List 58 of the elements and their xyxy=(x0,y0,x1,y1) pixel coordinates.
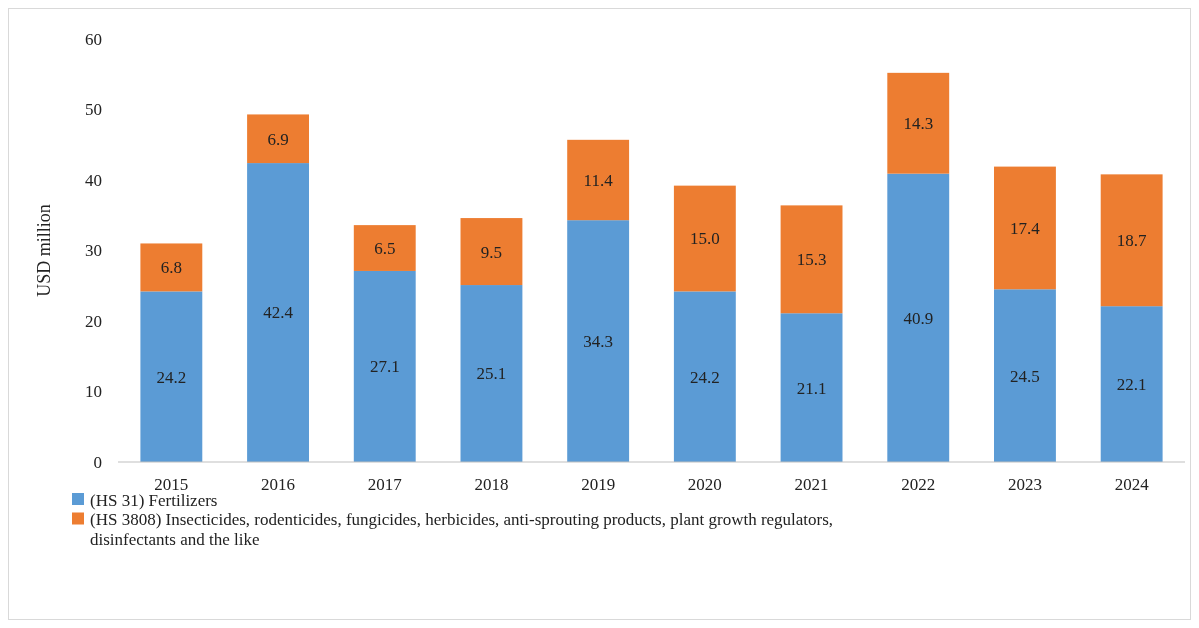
x-tick-label: 2018 xyxy=(474,475,509,494)
bar xyxy=(460,218,523,286)
data-label: 24.2 xyxy=(156,367,187,387)
data-label: 24.5 xyxy=(1010,366,1040,386)
data-label: 17.4 xyxy=(1010,218,1041,238)
data-label: 25.1 xyxy=(476,364,507,384)
data-label: 15.3 xyxy=(796,250,827,270)
bar xyxy=(1100,306,1163,462)
bar xyxy=(673,291,736,462)
legend-label: (HS 3808) Insecticides, rodenticides, fungicides, herbicides, anti-sprouting products, plant growth regulators, disinfectants and the like xyxy=(90,510,834,549)
y-tick-label: 10 xyxy=(85,382,102,402)
y-tick-label: 40 xyxy=(85,170,102,190)
x-tick-label: 2021 xyxy=(794,475,829,494)
data-label: 18.7 xyxy=(1116,231,1148,251)
data-label: 11.4 xyxy=(583,170,614,190)
y-tick-label: 0 xyxy=(93,452,102,472)
x-tick-label: 2022 xyxy=(901,475,936,494)
y-tick-label: 30 xyxy=(85,241,102,261)
data-label: 34.3 xyxy=(583,332,614,352)
bar xyxy=(567,220,630,462)
data-label: 15.0 xyxy=(689,229,720,249)
bar xyxy=(994,166,1056,290)
data-label: 24.2 xyxy=(689,367,720,387)
data-label: 6.5 xyxy=(374,238,396,258)
data-label: 40.9 xyxy=(903,308,934,328)
bar xyxy=(567,139,630,221)
y-tick-label: 60 xyxy=(85,29,102,49)
data-label: 6.9 xyxy=(267,129,289,149)
bar xyxy=(460,285,523,462)
data-label: 9.5 xyxy=(480,242,503,262)
bar xyxy=(673,185,736,292)
bar xyxy=(353,225,416,271)
x-tick-label: 2024 xyxy=(1114,475,1150,494)
y-tick-label: 20 xyxy=(85,311,102,331)
bar xyxy=(780,313,843,462)
x-tick-label: 2023 xyxy=(1007,475,1042,494)
x-tick-label: 2016 xyxy=(261,475,296,494)
bar xyxy=(140,291,203,462)
y-tick-label: 50 xyxy=(85,100,102,120)
bar xyxy=(1100,174,1163,307)
bar xyxy=(887,173,950,462)
x-tick-label: 2017 xyxy=(367,475,403,494)
y-axis-title: USD million xyxy=(34,204,54,297)
data-label: 42.4 xyxy=(263,303,294,323)
bar xyxy=(247,163,309,462)
x-tick-label: 2019 xyxy=(581,475,616,494)
data-label: 14.3 xyxy=(903,114,934,134)
bar xyxy=(887,72,950,174)
data-label: 22.1 xyxy=(1116,375,1147,395)
bar xyxy=(994,289,1056,462)
data-label: 21.1 xyxy=(796,378,827,398)
data-label: 6.8 xyxy=(160,258,182,278)
bar xyxy=(247,114,309,164)
bar xyxy=(353,270,416,462)
bar xyxy=(780,205,843,314)
data-label: 27.1 xyxy=(369,357,400,377)
x-tick-label: 2020 xyxy=(687,475,722,494)
bar xyxy=(140,243,203,292)
